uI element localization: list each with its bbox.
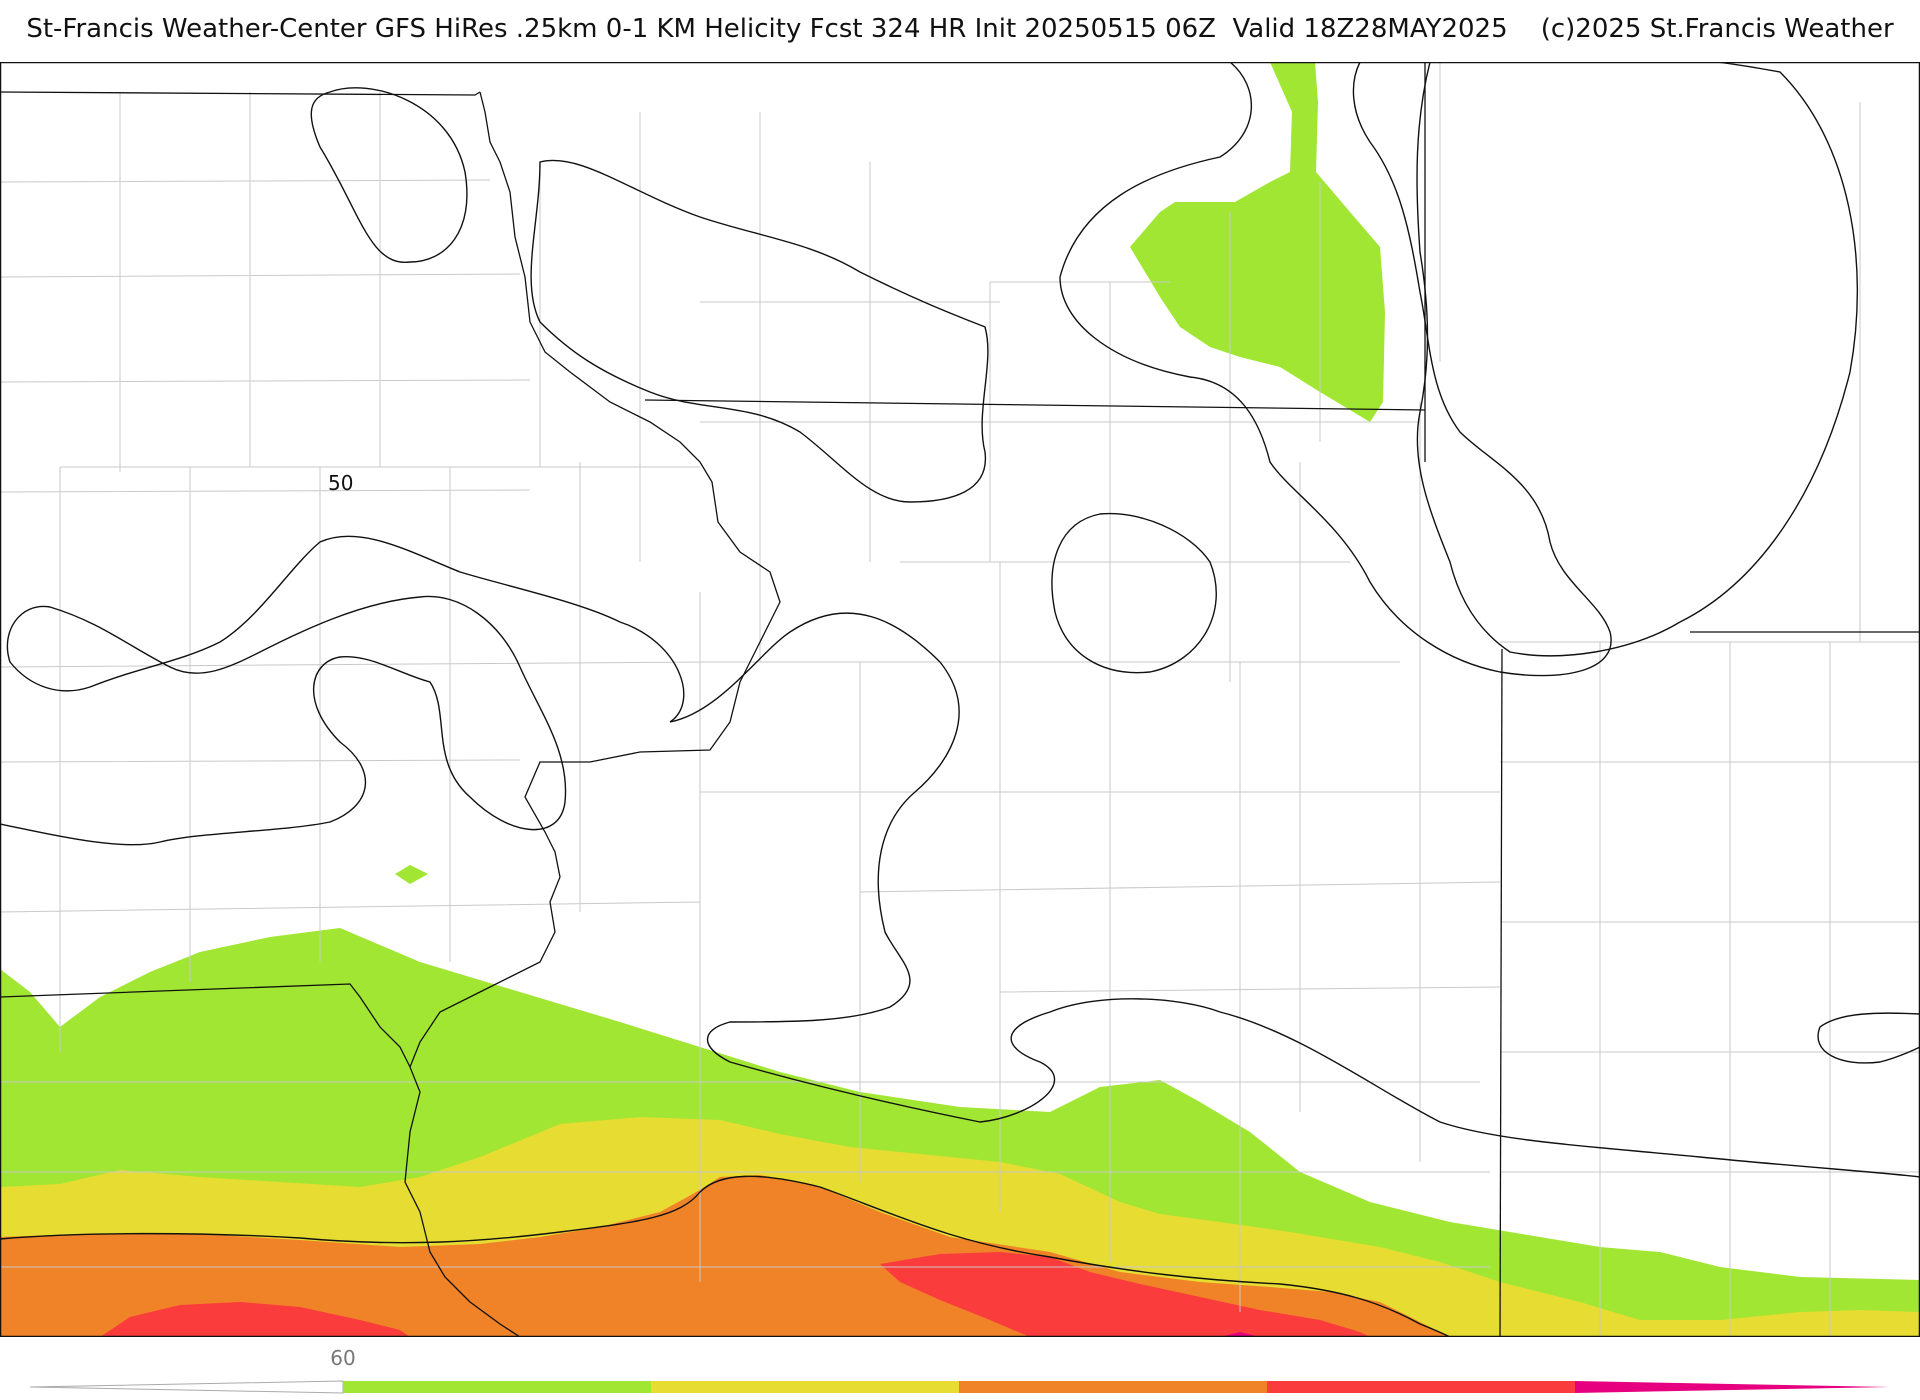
- colorbar-segment-2: [651, 1381, 959, 1393]
- contour-label-50: 50: [328, 471, 353, 495]
- colorbar-segment-1: [343, 1381, 651, 1393]
- helicity-map: 50: [0, 62, 1920, 1337]
- contour-central-band: [669, 612, 1920, 1178]
- helicity-fill-layer: [0, 62, 1920, 1337]
- county-boundaries: [0, 62, 1920, 1337]
- contour-lake-loop: [1416, 62, 1858, 657]
- state-boundaries: [0, 62, 1920, 1337]
- fill-band-60-north: [1130, 62, 1385, 422]
- contour-south-line: [0, 1175, 1451, 1337]
- helicity-contours: [0, 62, 1920, 1337]
- colorbar-segment-4: [1267, 1381, 1575, 1393]
- contour-ne-loop: [1059, 62, 1612, 677]
- fill-band-200-east: [880, 1252, 1370, 1337]
- contour-nw-loop: [310, 87, 468, 263]
- contour-west-50: [0, 535, 685, 846]
- colorbar-low-arrow: [29, 1380, 344, 1394]
- contour-north-loop: [530, 159, 989, 503]
- contour-east-loop: [1051, 512, 1217, 674]
- map-title: St-Francis Weather-Center GFS HiRes .25k…: [26, 14, 1894, 44]
- contour-se-loop: [1817, 1012, 1920, 1064]
- colorbar-segment-3: [959, 1381, 1267, 1393]
- fill-band-60-patch: [395, 865, 428, 884]
- colorbar-high-arrow: [1575, 1381, 1890, 1393]
- colorbar-legend: 60: [29, 1346, 1890, 1394]
- colorbar-tick-label: 60: [330, 1346, 355, 1370]
- fill-band-200: [100, 1302, 410, 1337]
